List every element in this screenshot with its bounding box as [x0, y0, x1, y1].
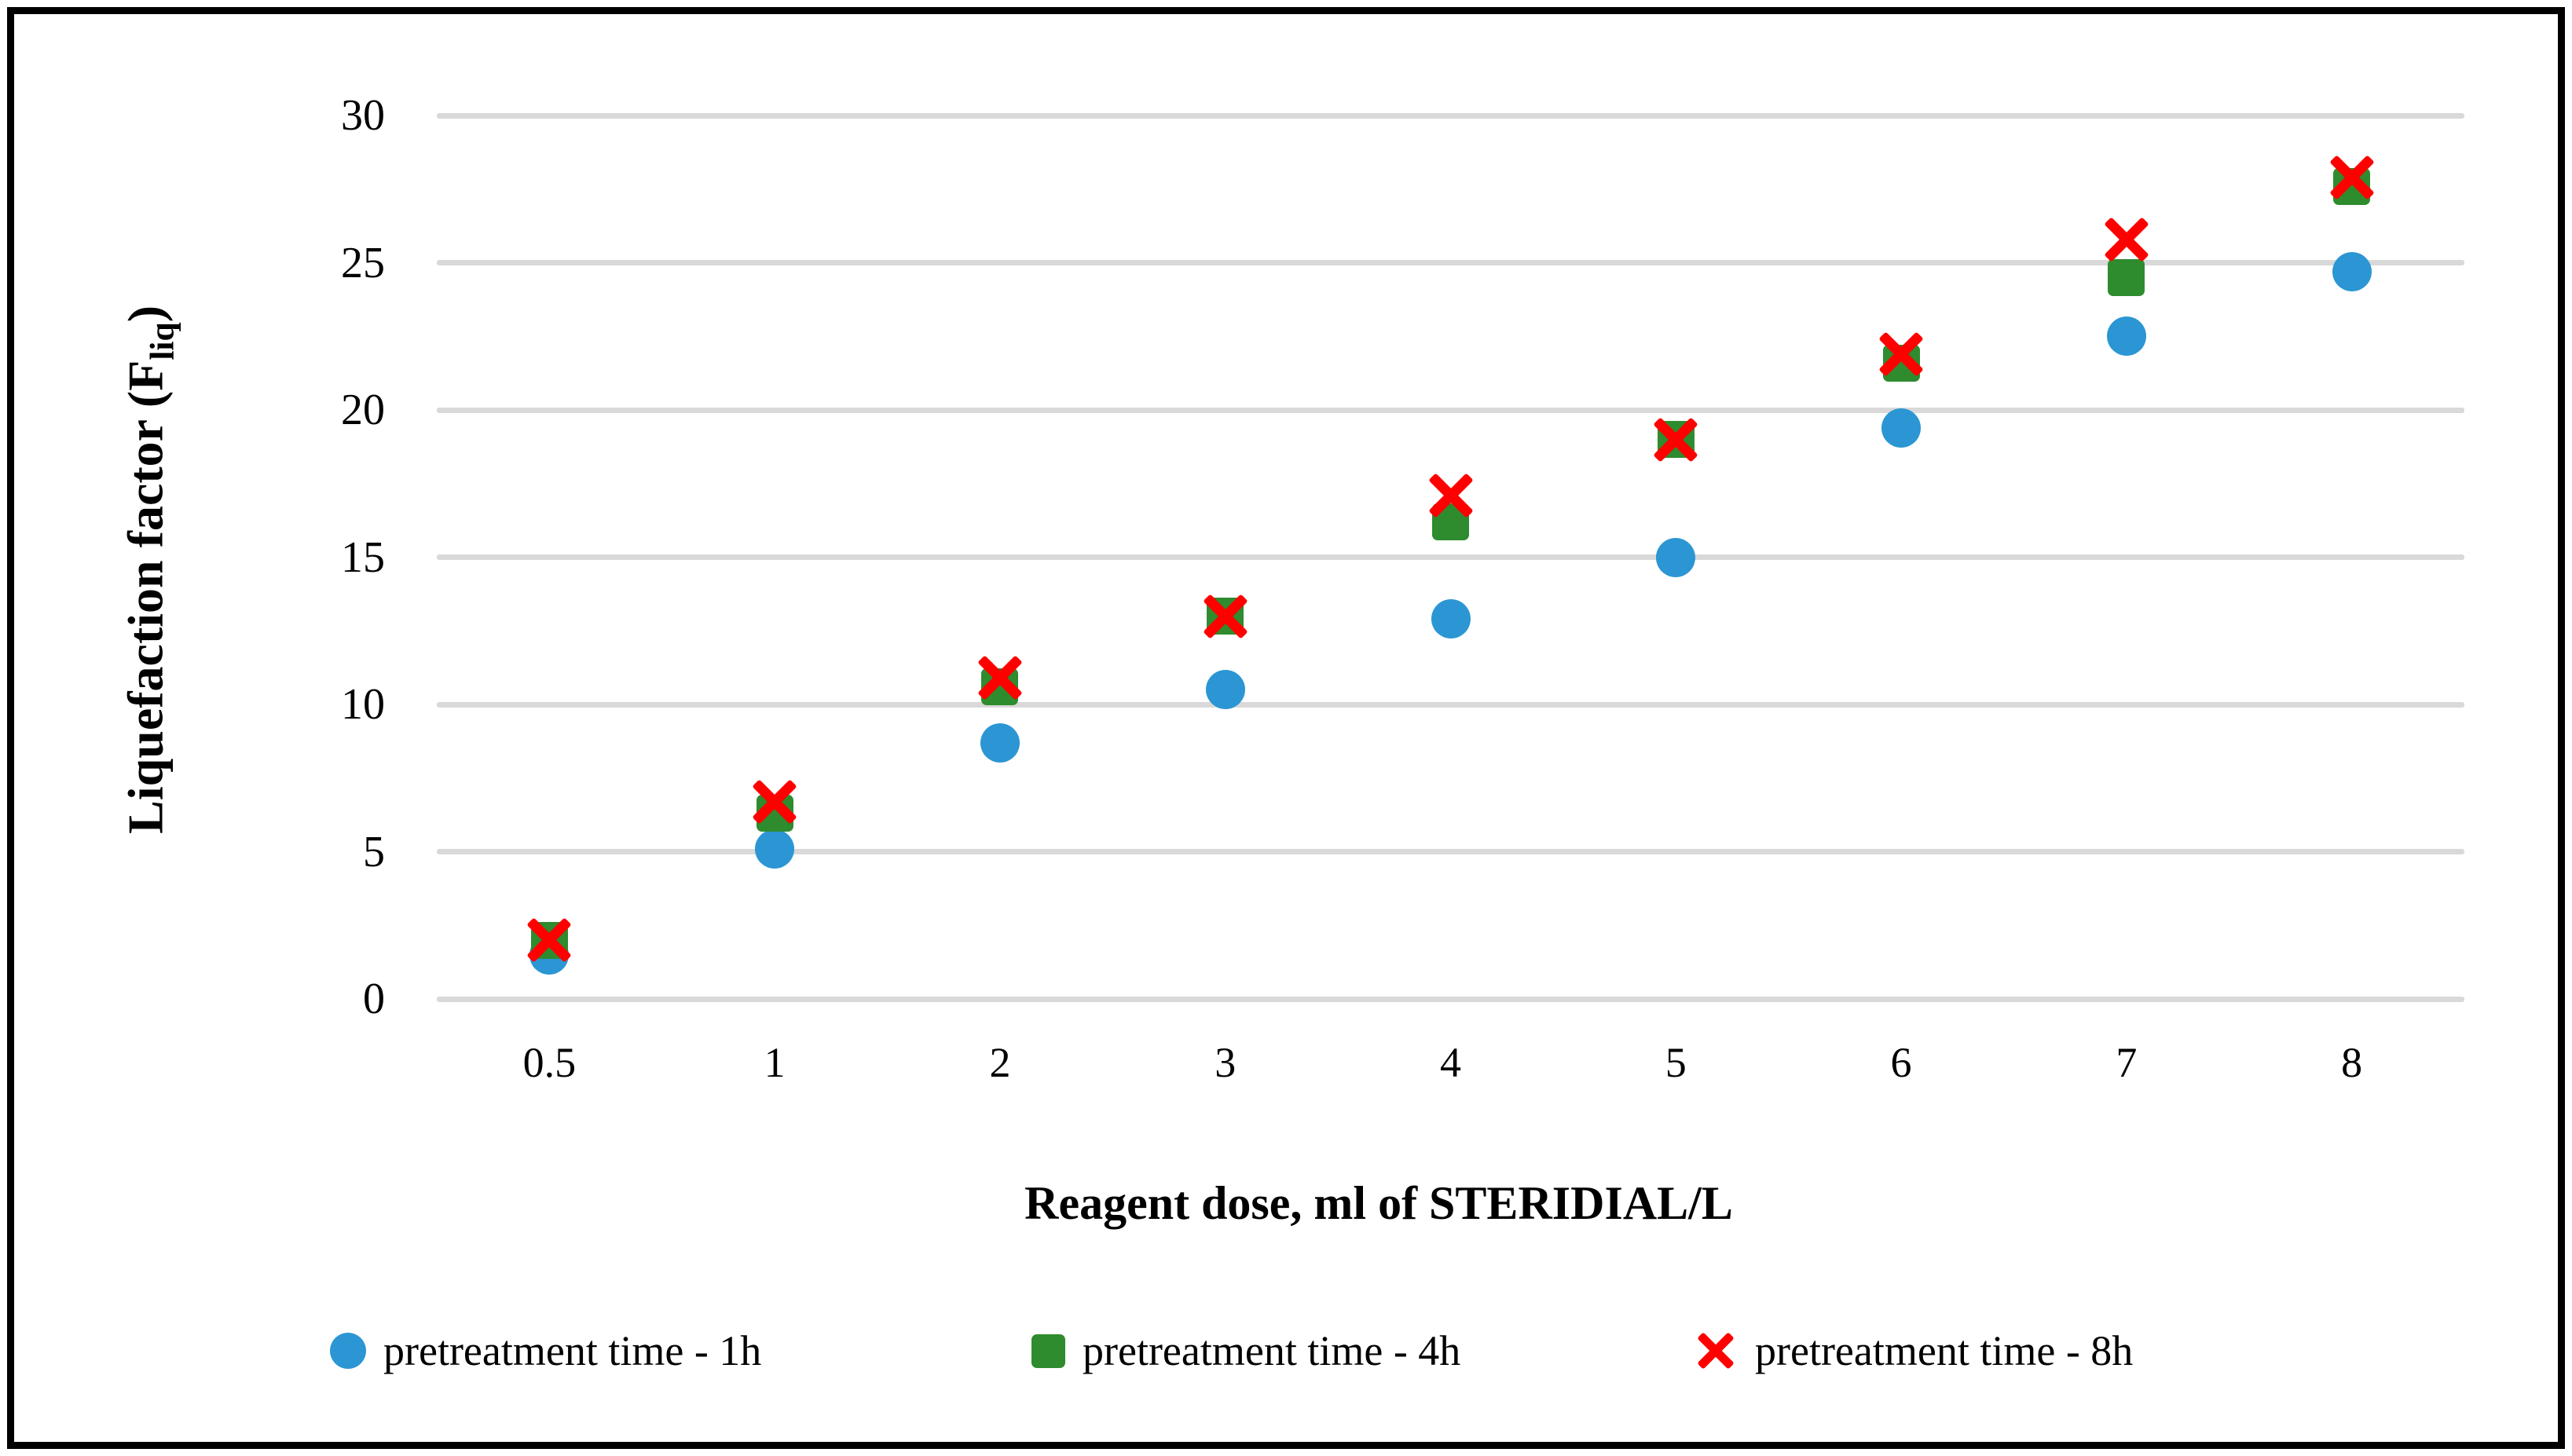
y-axis-title-subscript: liq: [143, 322, 181, 360]
x-tick-label: 0.5: [522, 1039, 577, 1086]
y-tick-label: 15: [341, 532, 385, 582]
x-tick-label: 5: [1665, 1039, 1687, 1086]
data-point-circle-x5: [1656, 537, 1696, 577]
data-point-x-x7: [2101, 214, 2152, 265]
legend-marker: [1031, 1333, 1065, 1368]
data-point-x-x6: [1876, 329, 1926, 379]
x-tick-label: 6: [1890, 1039, 1912, 1086]
x-tick-label: 8: [2341, 1039, 2363, 1086]
y-axis-title-text: Liquefaction factor (F: [117, 360, 174, 834]
y-tick-label: 10: [341, 680, 385, 729]
data-point-circle-x1: [755, 829, 795, 869]
data-point-x-x5: [1651, 415, 1701, 465]
y-tick-label: 0: [363, 975, 385, 1023]
x-tick-label: 2: [989, 1039, 1011, 1086]
gridline-y-15: [437, 554, 2464, 560]
gridline-y-20: [437, 407, 2464, 413]
data-point-x-x4: [1426, 470, 1476, 521]
legend-item-2: pretreatment time - 4h: [1031, 1324, 1460, 1377]
y-tick-label: 20: [341, 386, 385, 434]
legend-marker: [330, 1333, 366, 1369]
legend-item-1: pretreatment time - 1h: [330, 1324, 761, 1377]
x-tick-label: 1: [764, 1039, 786, 1086]
data-point-circle-x8: [2332, 251, 2372, 291]
legend-item-3: pretreatment time - 8h: [1694, 1324, 2133, 1377]
x-tick-label: 3: [1215, 1039, 1237, 1086]
y-tick-label: 30: [341, 91, 385, 140]
y-tick-label: 25: [341, 238, 385, 287]
data-point-x-x8: [2327, 152, 2377, 203]
data-point-square-x7: [2108, 258, 2145, 296]
x-axis-title: Reagent dose, ml of STERIDIAL/L: [1024, 1177, 1733, 1229]
data-point-circle-x2: [980, 723, 1020, 763]
y-axis-title: Liquefaction factor (Fliq): [117, 20, 182, 1119]
figure-border: [7, 7, 2565, 1449]
data-point-x-x0.5: [524, 915, 574, 965]
x-marker: [1694, 1329, 1738, 1373]
square-marker: [1031, 1333, 1065, 1368]
y-tick-label: 5: [363, 827, 385, 876]
gridline-y-10: [437, 701, 2464, 708]
legend-label: pretreatment time - 4h: [1083, 1327, 1461, 1374]
gridline-y-30: [437, 112, 2464, 119]
data-point-x-x1: [749, 777, 800, 827]
gridline-y-0: [437, 996, 2464, 1002]
legend-marker: [1694, 1329, 1738, 1373]
legend-label: pretreatment time - 8h: [1755, 1327, 2134, 1374]
data-point-circle-x3: [1205, 670, 1245, 710]
y-axis-title-close: ): [117, 305, 174, 323]
circle-marker: [330, 1333, 366, 1369]
x-tick-label: 7: [2116, 1039, 2138, 1086]
data-point-x-x2: [975, 653, 1025, 703]
data-point-circle-x6: [1881, 408, 1922, 448]
data-point-x-x3: [1200, 591, 1251, 642]
data-point-circle-x7: [2106, 316, 2146, 357]
x-tick-label: 4: [1440, 1039, 1461, 1086]
gridline-y-25: [437, 260, 2464, 265]
gridline-y-5: [437, 849, 2464, 854]
legend-label: pretreatment time - 1h: [383, 1327, 762, 1374]
data-point-circle-x4: [1431, 599, 1471, 639]
